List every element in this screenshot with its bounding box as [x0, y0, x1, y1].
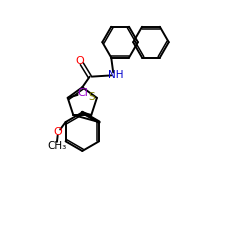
- Text: O: O: [53, 127, 62, 137]
- Text: O: O: [76, 56, 84, 66]
- Text: NH: NH: [108, 70, 124, 81]
- Text: CH₃: CH₃: [47, 141, 66, 151]
- Text: S: S: [88, 92, 95, 102]
- Text: Cl: Cl: [78, 88, 88, 99]
